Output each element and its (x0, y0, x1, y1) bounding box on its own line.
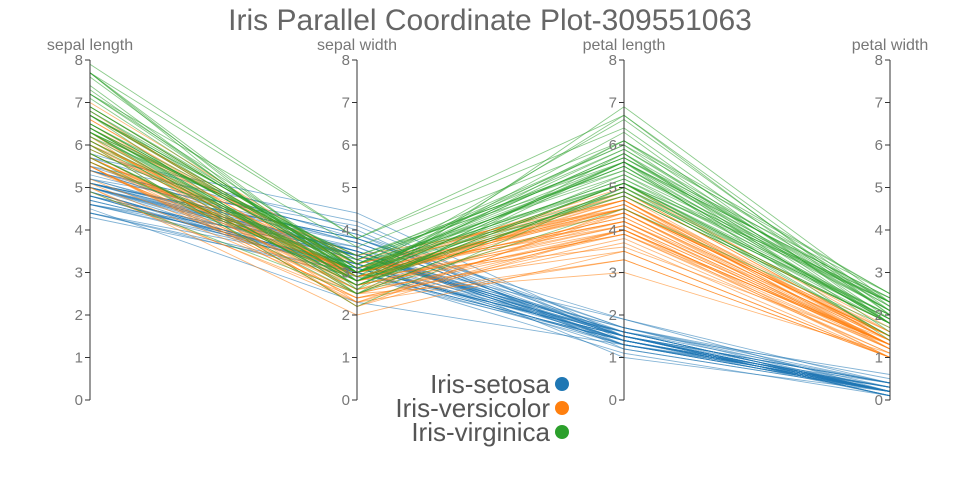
tick-label-petal-length-1: 1 (609, 350, 617, 367)
axis-label-sepal-length: sepal length (47, 37, 133, 54)
tick-label-petal-length-6: 6 (609, 137, 617, 154)
data-line-iris-versicolor-32 (89, 165, 891, 358)
tick-label-petal-width-8: 8 (875, 52, 883, 69)
data-line-iris-virginica-33 (89, 127, 891, 307)
data-line-iris-virginica-7 (89, 191, 891, 329)
tick-label-petal-width-4: 4 (875, 222, 883, 239)
data-line-iris-virginica-50 (89, 148, 891, 324)
tick-label-petal-width-7: 7 (875, 95, 883, 112)
data-line-iris-virginica-44 (89, 110, 891, 303)
legend-label-iris-setosa: Iris-setosa (430, 369, 550, 399)
data-line-iris-virginica-41 (89, 114, 891, 299)
chart-title: Iris Parallel Coordinate Plot-309551063 (228, 4, 752, 37)
tick-label-sepal-width-8: 8 (342, 52, 350, 69)
data-line-iris-virginica-20 (89, 144, 891, 337)
tick-label-sepal-width-0: 0 (342, 392, 350, 409)
data-line-iris-versicolor-40 (89, 165, 891, 346)
data-line-iris-virginica-45 (89, 114, 891, 295)
axis-sepal-width: sepal width 0 1 2 3 4 5 6 7 8 (317, 37, 397, 409)
tick-label-petal-width-3: 3 (875, 265, 883, 282)
tick-label-sepal-length-5: 5 (75, 180, 83, 197)
tick-label-petal-length-8: 8 (609, 52, 617, 69)
axis-label-petal-width: petal width (852, 37, 929, 54)
data-line-iris-virginica-10 (89, 93, 891, 295)
tick-label-sepal-width-7: 7 (342, 95, 350, 112)
axis-sepal-length: sepal length 0 1 2 3 4 5 6 7 8 (47, 37, 133, 409)
legend-label-iris-virginica: Iris-virginica (411, 417, 550, 447)
tick-label-sepal-length-1: 1 (75, 350, 83, 367)
tick-label-petal-width-0: 0 (875, 392, 883, 409)
tick-label-sepal-width-1: 1 (342, 350, 350, 367)
tick-label-petal-width-6: 6 (875, 137, 883, 154)
data-line-iris-virginica-18 (89, 72, 891, 307)
data-line-iris-virginica-23 (89, 72, 891, 316)
tick-label-sepal-length-6: 6 (75, 137, 83, 154)
tick-label-sepal-length-3: 3 (75, 265, 83, 282)
data-lines (89, 63, 891, 397)
data-line-iris-virginica-49 (89, 136, 891, 303)
tick-label-sepal-width-2: 2 (342, 307, 350, 324)
data-line-iris-virginica-48 (89, 123, 891, 316)
tick-label-sepal-length-7: 7 (75, 95, 83, 112)
tick-label-petal-width-2: 2 (875, 307, 883, 324)
tick-label-petal-length-0: 0 (609, 392, 617, 409)
tick-label-petal-length-7: 7 (609, 95, 617, 112)
data-line-iris-virginica-43 (89, 153, 891, 320)
axis-label-petal-length: petal length (583, 37, 666, 54)
axis-petal-length: petal length 0 1 2 3 4 5 6 7 8 (583, 37, 666, 409)
tick-label-sepal-length-2: 2 (75, 307, 83, 324)
tick-label-sepal-length-8: 8 (75, 52, 83, 69)
tick-label-petal-width-5: 5 (875, 180, 883, 197)
axis-label-sepal-width: sepal width (317, 37, 397, 54)
legend-label-iris-versicolor: Iris-versicolor (395, 393, 550, 423)
tick-label-petal-length-5: 5 (609, 180, 617, 197)
legend-item-iris-versicolor: Iris-versicolor (395, 393, 569, 423)
data-line-iris-versicolor-44 (89, 187, 891, 358)
tick-label-petal-length-3: 3 (609, 265, 617, 282)
tick-label-sepal-width-3: 3 (342, 265, 350, 282)
tick-label-petal-length-2: 2 (609, 307, 617, 324)
legend-item-iris-setosa: Iris-setosa (430, 369, 569, 399)
legend-item-iris-virginica: Iris-virginica (411, 417, 569, 447)
tick-label-petal-length-4: 4 (609, 222, 617, 239)
tick-label-sepal-width-5: 5 (342, 180, 350, 197)
legend-marker-iris-setosa (555, 377, 569, 391)
tick-label-sepal-length-4: 4 (75, 222, 83, 239)
legend-marker-iris-virginica (555, 425, 569, 439)
legend-marker-iris-versicolor (555, 401, 569, 415)
data-line-iris-versicolor-49 (89, 182, 891, 354)
tick-label-sepal-width-6: 6 (342, 137, 350, 154)
tick-label-petal-width-1: 1 (875, 350, 883, 367)
axis-petal-width: petal width 0 1 2 3 4 5 6 7 8 (852, 37, 929, 409)
tick-label-sepal-length-0: 0 (75, 392, 83, 409)
tick-label-sepal-width-4: 4 (342, 222, 350, 239)
